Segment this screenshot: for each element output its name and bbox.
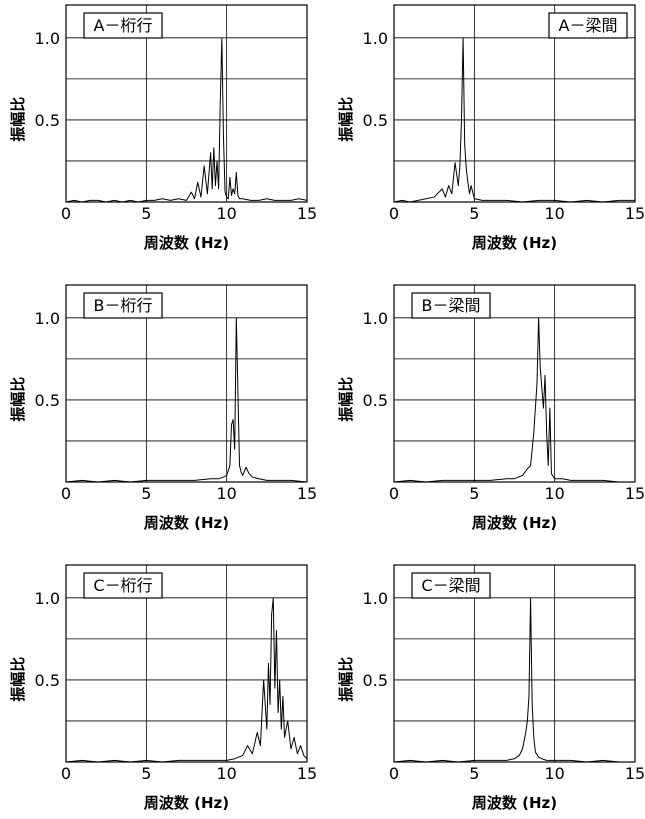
x-tick-label: 10 — [544, 764, 564, 783]
chart-panel-1: 0 5 10 15 0.5 1.0 周波数 (Hz) 振幅比 A－桁行 — [9, 4, 317, 252]
x-axis-label: 周波数 (Hz) — [472, 234, 557, 252]
x-tick-label: 5 — [141, 204, 151, 223]
plot-frame — [65, 564, 308, 763]
title-box — [411, 572, 491, 599]
y-tick-label: 0.5 — [363, 391, 388, 410]
chart-title: A－梁間 — [559, 16, 618, 35]
title-box — [411, 292, 491, 319]
x-tick-label: 5 — [469, 764, 479, 783]
chart-panel-4: 0 5 10 15 0.5 1.0 周波数 (Hz) 振幅比 B－梁間 — [337, 284, 645, 532]
y-tick-label: 1.0 — [35, 589, 60, 608]
title-box — [83, 572, 163, 599]
series-line — [393, 317, 635, 483]
x-tick-label: 15 — [297, 484, 317, 503]
x-tick-label: 0 — [61, 764, 71, 783]
chart-title: B－梁間 — [422, 296, 481, 315]
x-tick-label: 5 — [141, 764, 151, 783]
x-tick-label: 0 — [389, 484, 399, 503]
plot-frame — [393, 564, 636, 763]
x-axis-label: 周波数 (Hz) — [472, 514, 557, 532]
x-tick-label: 5 — [469, 484, 479, 503]
series-line — [65, 37, 308, 203]
x-tick-label: 10 — [216, 764, 236, 783]
plot-frame — [65, 4, 308, 203]
y-tick-label: 0.5 — [35, 111, 60, 130]
y-axis-label: 振幅比 — [337, 377, 355, 422]
x-axis-label: 周波数 (Hz) — [472, 794, 557, 812]
x-tick-label: 15 — [625, 204, 645, 223]
x-tick-label: 10 — [216, 484, 236, 503]
x-axis-label: 周波数 (Hz) — [144, 794, 229, 812]
x-tick-label: 5 — [469, 204, 479, 223]
title-box — [83, 292, 163, 319]
chart-panel-5: 0 5 10 15 0.5 1.0 周波数 (Hz) 振幅比 C－桁行 — [9, 564, 317, 812]
title-box — [83, 12, 163, 39]
chart-title: C－桁行 — [93, 576, 152, 595]
grid — [394, 565, 635, 762]
plot-frame — [65, 284, 308, 483]
x-tick-label: 0 — [389, 764, 399, 783]
x-tick-label: 15 — [625, 764, 645, 783]
x-tick-label: 0 — [61, 204, 71, 223]
x-tick-label: 0 — [389, 204, 399, 223]
y-tick-label: 0.5 — [363, 671, 388, 690]
series-line — [393, 37, 635, 203]
chart-title: B－桁行 — [94, 296, 153, 315]
x-tick-label: 5 — [141, 484, 151, 503]
chart-panel-6: 0 5 10 15 0.5 1.0 周波数 (Hz) 振幅比 C－梁間 — [337, 564, 645, 812]
y-axis-label: 振幅比 — [337, 657, 355, 702]
chart-title: C－梁間 — [421, 576, 480, 595]
y-tick-label: 1.0 — [35, 29, 60, 48]
y-tick-label: 0.5 — [35, 671, 60, 690]
x-tick-label: 0 — [61, 484, 71, 503]
y-axis-label: 振幅比 — [9, 657, 27, 702]
chart-title: A－桁行 — [94, 16, 153, 35]
y-tick-label: 1.0 — [363, 309, 388, 328]
x-tick-label: 10 — [216, 204, 236, 223]
chart-panel-2: 0 5 10 15 0.5 1.0 周波数 (Hz) 振幅比 A－梁間 — [337, 4, 645, 252]
y-tick-label: 1.0 — [363, 589, 388, 608]
x-tick-label: 10 — [544, 484, 564, 503]
series-line — [65, 317, 308, 483]
x-tick-label: 15 — [297, 764, 317, 783]
y-tick-label: 0.5 — [363, 111, 388, 130]
y-axis-label: 振幅比 — [9, 377, 27, 422]
title-box — [548, 12, 628, 39]
x-axis-label: 周波数 (Hz) — [144, 234, 229, 252]
y-axis-label: 振幅比 — [337, 97, 355, 142]
y-tick-label: 1.0 — [35, 309, 60, 328]
y-tick-label: 1.0 — [363, 29, 388, 48]
plot-frame — [393, 4, 636, 203]
x-axis-label: 周波数 (Hz) — [144, 514, 229, 532]
x-tick-label: 15 — [297, 204, 317, 223]
plot-frame — [393, 284, 636, 483]
y-tick-label: 0.5 — [35, 391, 60, 410]
x-tick-label: 15 — [625, 484, 645, 503]
chart-panel-3: 0 5 10 15 0.5 1.0 周波数 (Hz) 振幅比 B－桁行 — [9, 284, 317, 532]
y-axis-label: 振幅比 — [9, 97, 27, 142]
x-tick-label: 10 — [544, 204, 564, 223]
